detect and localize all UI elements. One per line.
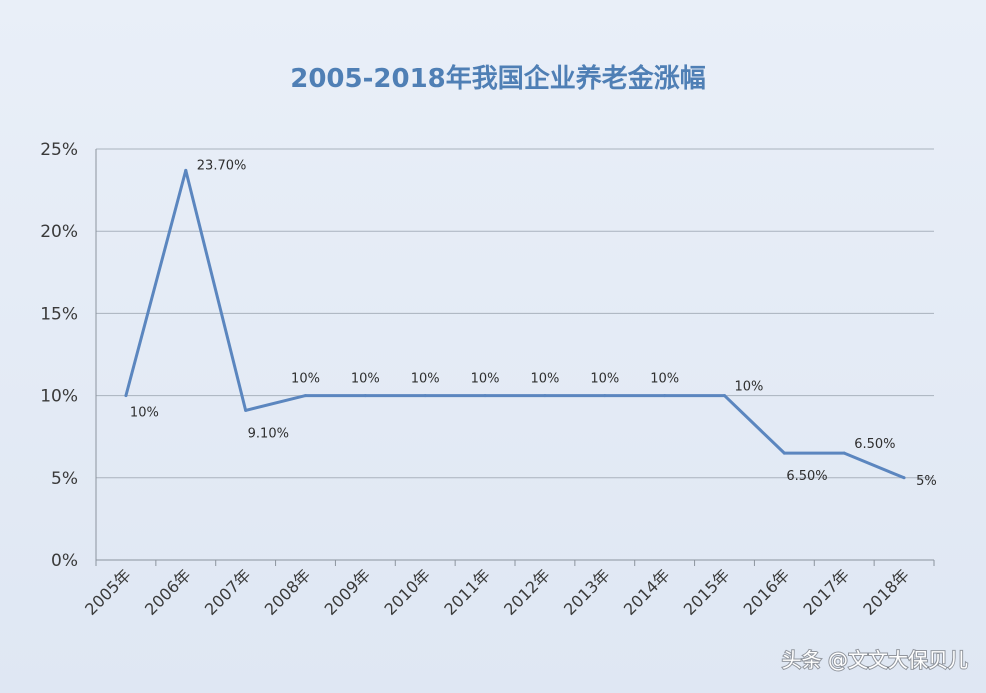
data-point — [603, 394, 607, 398]
data-label: 10% — [590, 372, 619, 387]
data-label: 9.10% — [248, 426, 289, 441]
data-label: 10% — [530, 372, 559, 387]
data-label: 5% — [916, 474, 937, 489]
data-label: 10% — [351, 372, 380, 387]
data-point — [244, 408, 248, 412]
x-tick-label: 2006年 — [141, 565, 195, 619]
watermark: 头条 @文文大保贝儿 — [782, 648, 968, 672]
x-axis-ticks: 2005年 2006年 2007年 2008年 2009年 2010年 2011年 2012年… — [81, 560, 935, 619]
data-label: 6.50% — [786, 469, 827, 484]
data-label: 6.50% — [854, 437, 895, 452]
y-tick-label: 25% — [40, 140, 78, 160]
x-tick-label: 2017年 — [799, 565, 853, 619]
series-line-group — [124, 168, 906, 480]
y-tick-label: 15% — [40, 304, 78, 324]
series-line — [124, 168, 905, 480]
x-tick-label: 2009年 — [321, 565, 375, 619]
data-point — [902, 476, 906, 480]
x-tick-label: 2014年 — [620, 565, 674, 619]
x-tick-label: 2011年 — [440, 565, 494, 619]
y-tick-label: 5% — [51, 469, 78, 489]
y-axis-ticks: 0% 5% 10% 15% 20% 25% — [40, 140, 78, 571]
data-label: 10% — [650, 372, 679, 387]
y-tick-label: 0% — [51, 551, 78, 571]
data-point — [782, 451, 786, 455]
x-tick-label: 2013年 — [560, 565, 614, 619]
data-label: 10% — [471, 372, 500, 387]
x-tick-label: 2008年 — [261, 565, 315, 619]
data-label: 10% — [735, 380, 764, 395]
data-point — [543, 394, 547, 398]
data-point — [184, 168, 188, 172]
y-tick-label: 20% — [40, 222, 78, 242]
data-point — [663, 394, 667, 398]
gridlines — [95, 148, 934, 561]
data-label: 23.70% — [197, 158, 247, 173]
x-tick-label: 2015年 — [680, 565, 734, 619]
data-label: 10% — [411, 372, 440, 387]
x-tick-label: 2018年 — [859, 565, 913, 619]
data-point — [423, 394, 427, 398]
chart-title: 2005-2018年我国企业养老金涨幅 — [290, 63, 706, 94]
y-tick-label: 10% — [40, 387, 78, 407]
x-tick-label: 2016年 — [740, 565, 794, 619]
data-point — [483, 394, 487, 398]
data-label: 10% — [291, 372, 320, 387]
x-tick-label: 2010年 — [380, 565, 434, 619]
x-tick-label: 2005年 — [81, 565, 135, 619]
data-point — [363, 394, 367, 398]
data-labels: 10% 23.70% 9.10% 10% 10% 10% 10% 10% 10% 10% 10% 6.… — [130, 158, 937, 488]
data-label: 10% — [130, 406, 159, 421]
x-tick-label: 2012年 — [500, 565, 554, 619]
data-point — [124, 394, 128, 398]
data-point — [842, 451, 846, 455]
data-point — [723, 394, 726, 398]
x-tick-label: 2007年 — [201, 565, 255, 619]
data-point — [304, 394, 307, 398]
